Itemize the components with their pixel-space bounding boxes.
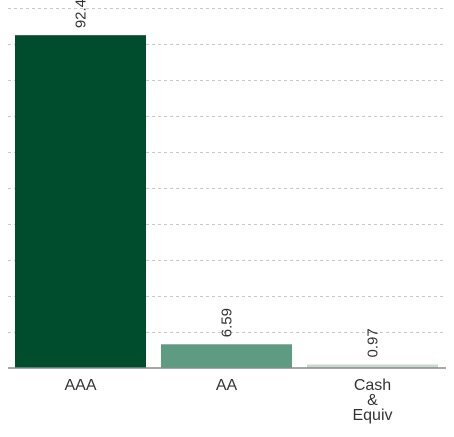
bar <box>307 364 438 368</box>
bar <box>15 35 146 369</box>
data-label: 92.45 <box>73 0 90 28</box>
bar <box>161 344 292 368</box>
category-label: Cash & Equiv <box>352 377 392 424</box>
data-label: 6.59 <box>219 308 236 337</box>
category-label: AA <box>216 377 238 394</box>
bars <box>15 35 438 369</box>
category-label: AAA <box>64 377 96 394</box>
data-label: 0.97 <box>365 328 382 357</box>
category-labels: AAA AA Cash & Equiv <box>64 377 392 424</box>
value-labels: 92.45 6.59 0.97 <box>73 0 382 358</box>
